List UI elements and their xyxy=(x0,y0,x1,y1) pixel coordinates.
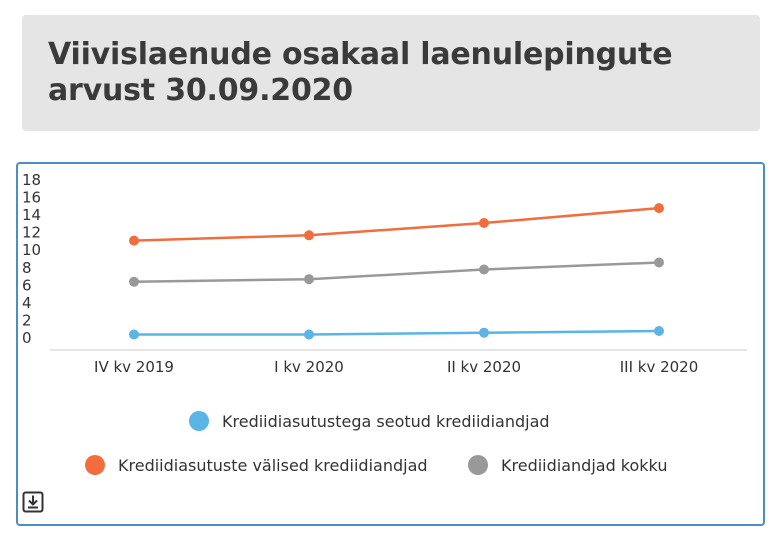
series-line xyxy=(133,261,660,284)
legend-label[interactable]: Krediidiasutuste välised krediidiandjad xyxy=(118,456,428,475)
data-point[interactable] xyxy=(129,235,139,246)
data-point[interactable] xyxy=(654,326,664,336)
x-tick-label: IV kv 2019 xyxy=(94,358,174,376)
data-point[interactable] xyxy=(304,274,314,285)
legend-marker[interactable] xyxy=(468,455,488,475)
x-tick-label: III kv 2020 xyxy=(620,358,699,376)
y-tick-label: 14 xyxy=(22,206,41,224)
chart-title-line-1: Viivislaenude osakaal laenulepingute xyxy=(48,37,673,72)
y-tick-label: 12 xyxy=(22,224,41,242)
x-tick-label: II kv 2020 xyxy=(447,358,521,376)
download-icon[interactable] xyxy=(22,491,44,513)
data-point[interactable] xyxy=(129,276,139,287)
chart-header: Viivislaenude osakaal laenulepingute arv… xyxy=(22,15,760,131)
data-point[interactable] xyxy=(304,329,314,340)
data-point[interactable] xyxy=(654,257,664,268)
data-point[interactable] xyxy=(129,329,139,340)
data-point[interactable] xyxy=(479,264,489,275)
legend-marker[interactable] xyxy=(189,411,209,431)
series-line xyxy=(133,206,660,242)
y-tick-label: 16 xyxy=(22,189,41,207)
data-point[interactable] xyxy=(304,230,314,241)
y-tick-label: 6 xyxy=(22,276,32,294)
data-point[interactable] xyxy=(654,203,664,214)
series-line xyxy=(134,329,660,336)
y-tick-label: 18 xyxy=(22,171,41,189)
y-tick-label: 4 xyxy=(22,294,32,312)
chart-title-line-2: arvust 30.09.2020 xyxy=(48,73,353,108)
chart-title: Viivislaenude osakaal laenulepingute arv… xyxy=(48,37,736,109)
data-point[interactable] xyxy=(479,327,489,338)
chart-panel xyxy=(16,162,765,526)
x-tick-label: I kv 2020 xyxy=(274,358,344,376)
y-tick-label: 10 xyxy=(22,241,41,259)
legend-label[interactable]: Krediidiasutustega seotud krediidiandjad xyxy=(222,412,550,431)
data-point[interactable] xyxy=(479,218,489,228)
y-tick-label: 2 xyxy=(22,311,32,329)
y-tick-label: 0 xyxy=(22,329,32,347)
legend-label[interactable]: Krediidiandjad kokku xyxy=(501,456,667,475)
y-tick-label: 8 xyxy=(22,259,32,277)
legend-marker[interactable] xyxy=(85,455,105,475)
